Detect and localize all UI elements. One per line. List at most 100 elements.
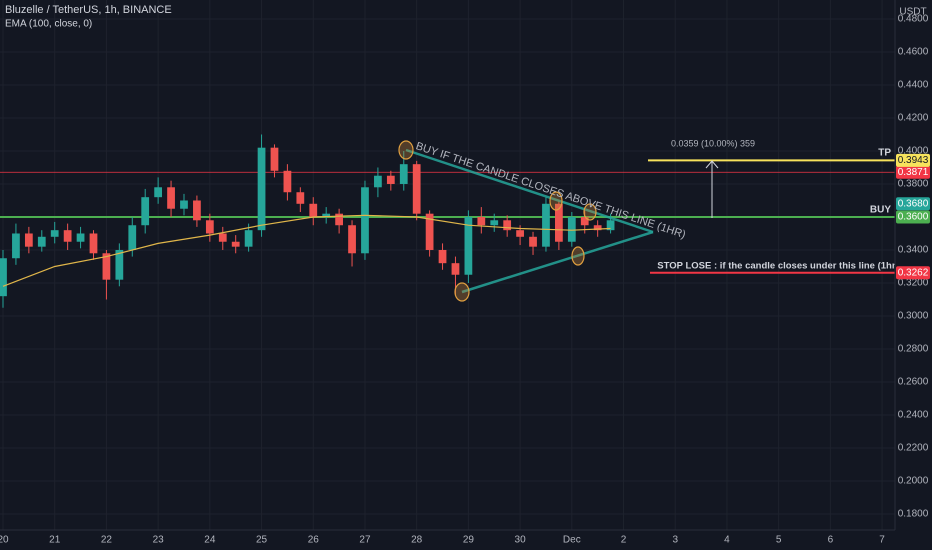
candle-body: [438, 249, 447, 264]
chart-title: Bluzelle / TetherUS, 1h, BINANCE: [5, 4, 172, 16]
ema-line: [2, 214, 611, 287]
candle-body: [270, 147, 279, 171]
y-tick-label: 0.2000: [898, 476, 929, 487]
measure-label: 0.0359 (10.00%) 359: [671, 138, 755, 148]
y-tick-label: 0.4600: [898, 47, 929, 58]
candle-body: [296, 192, 305, 204]
axis-labels: 0.1800 0.2000 0.2200 0.2400 0.2600 0.2800 0.30…: [0, 14, 930, 546]
candle-body: [89, 233, 98, 254]
candle-body: [76, 233, 85, 242]
x-tick-label: 3: [672, 535, 678, 546]
measure-tool: [705, 160, 719, 218]
touch-circle: [549, 191, 563, 211]
stop_loss-price-box: [896, 266, 930, 280]
candle-body: [102, 253, 111, 280]
touch-circle: [398, 140, 414, 160]
y-tick-label: 0.2600: [898, 377, 929, 388]
candle-body: [374, 175, 382, 188]
touch-circle: [454, 282, 470, 302]
x-tick-label: 27: [359, 535, 371, 546]
candles: [0, 134, 615, 308]
candle-body: [63, 230, 72, 242]
candle-body: [451, 263, 460, 275]
candle-body: [231, 241, 240, 247]
y-tick-label: 0.4200: [898, 113, 929, 124]
y-tick-label: 0.3800: [898, 179, 929, 190]
candle-body: [50, 230, 59, 237]
candle-body: [180, 200, 188, 209]
y-tick-label: 0.2800: [898, 344, 929, 355]
indicator-label: EMA (100, close, 0): [5, 19, 92, 30]
candle-body: [309, 203, 318, 217]
x-tick-label: 4: [724, 535, 730, 546]
tp-label: TP: [878, 148, 891, 159]
candle-body: [529, 236, 537, 247]
y-tick-label: 0.2400: [898, 410, 929, 421]
last_price-price-label: 0.3680: [898, 198, 929, 209]
candle-body: [425, 213, 434, 250]
x-tick-label: 21: [49, 535, 61, 546]
y-tick-label: 0.3400: [898, 245, 929, 256]
x-tick-label: 6: [828, 535, 834, 546]
x-tick-label: 22: [101, 535, 113, 546]
candle-body: [0, 258, 7, 297]
x-tick-label: 28: [411, 535, 423, 546]
candle-body: [580, 216, 589, 226]
take_profit-price-box: [896, 153, 930, 167]
last_price-price-box: [896, 197, 930, 211]
candle-body: [283, 170, 292, 193]
buy-label: BUY: [870, 205, 891, 216]
resistance-price-box: [896, 165, 930, 179]
y-tick-label: 0.1800: [898, 509, 929, 520]
x-tick-label: 29: [463, 535, 475, 546]
x-tick-label: 23: [153, 535, 165, 546]
x-tick-label: 24: [204, 535, 216, 546]
candle-body: [128, 225, 137, 250]
candle-body: [154, 187, 163, 198]
candle-body: [555, 203, 563, 242]
x-tick-label: 7: [879, 535, 885, 546]
candle-body: [361, 187, 369, 254]
time-axis: [0, 530, 895, 550]
candle-body: [193, 200, 201, 221]
candle-body: [335, 213, 343, 226]
candle-body: [606, 220, 615, 231]
y-tick-label: 0.3200: [898, 278, 929, 289]
y-tick-label: 0.2200: [898, 443, 929, 454]
x-tick-label: 30: [515, 535, 527, 546]
candle-body: [24, 233, 33, 247]
x-tick-label: 5: [776, 535, 782, 546]
candle-body: [322, 213, 331, 217]
candle-body: [205, 220, 214, 234]
currency: USDT: [899, 7, 926, 18]
candle-body: [412, 164, 421, 214]
candle-body: [477, 216, 486, 226]
lower-trendline: [461, 230, 654, 294]
candle-body: [503, 220, 512, 231]
x-tick-label: 2: [621, 535, 627, 546]
candle-body: [567, 216, 576, 242]
candle-body: [386, 175, 395, 184]
y-tick-label: 0.4000: [898, 146, 929, 157]
candle-body: [244, 230, 253, 247]
take_profit-price-label: 0.3943: [898, 155, 929, 166]
candle-body: [542, 203, 550, 247]
candle-body: [141, 197, 150, 226]
x-tick-label: 20: [0, 535, 9, 546]
touch-circle: [571, 246, 585, 266]
x-tick-label: 25: [256, 535, 268, 546]
y-tick-label: 0.4400: [898, 80, 929, 91]
candle-body: [37, 236, 46, 247]
support-price-label: 0.3600: [898, 212, 929, 223]
upper-trendline: [405, 148, 654, 234]
stop-note: STOP LOSE : if the candle closes under t…: [657, 261, 898, 272]
stop_loss-price-label: 0.3262: [898, 267, 929, 278]
candle-body: [115, 249, 124, 280]
candle-body: [218, 233, 227, 242]
candle-body: [593, 225, 602, 231]
candle-body: [12, 233, 20, 259]
candle-body: [490, 220, 499, 226]
candle-body: [167, 187, 175, 209]
